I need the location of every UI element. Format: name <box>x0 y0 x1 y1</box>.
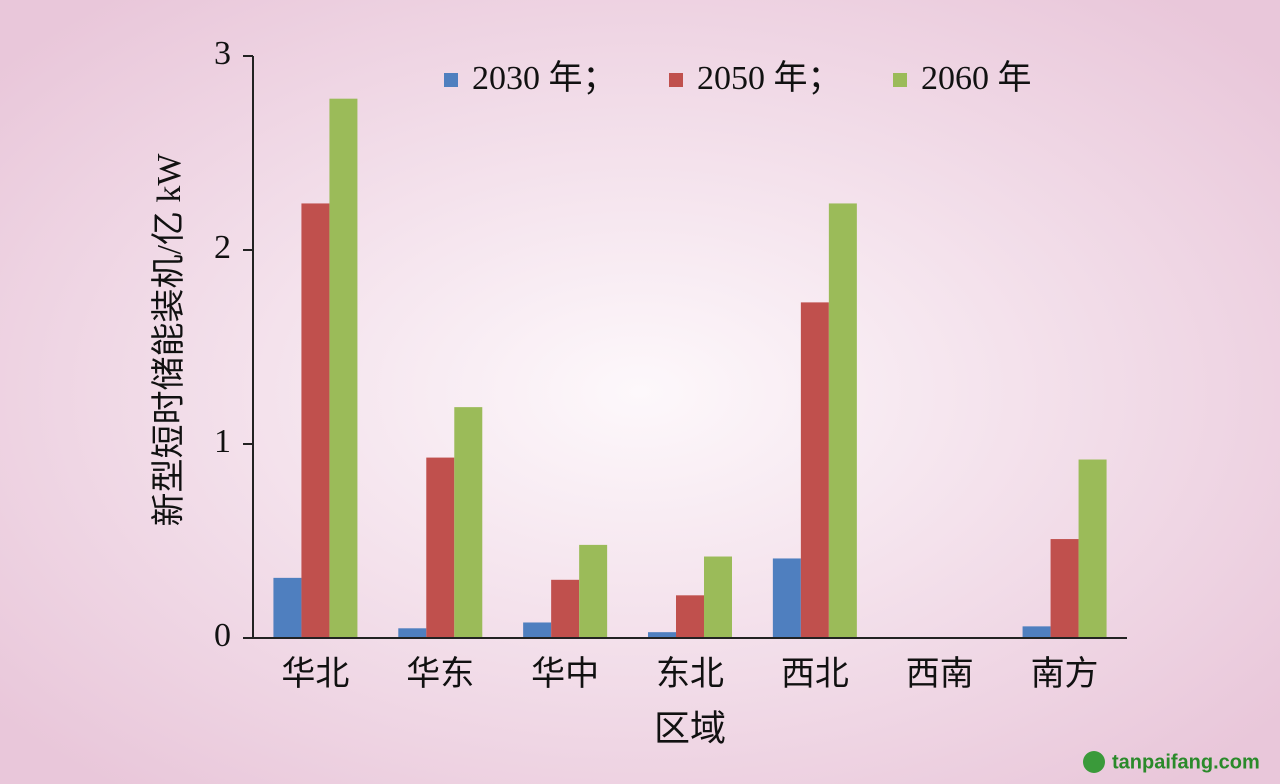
bar <box>800 302 829 638</box>
watermark: tanpaifang.com <box>1112 751 1260 773</box>
x-tick-label: 华中 <box>531 655 599 693</box>
bar <box>273 577 302 638</box>
bar <box>329 98 358 639</box>
bar <box>772 558 801 638</box>
bar <box>1078 459 1107 638</box>
x-tick-label: 华东 <box>406 655 474 693</box>
x-tick-label: 西北 <box>781 656 849 693</box>
legend-label: 2050 年； <box>697 59 842 97</box>
x-tick-label: 南方 <box>1031 655 1099 693</box>
bar <box>1050 539 1079 638</box>
bar <box>1022 626 1051 638</box>
bar <box>523 622 552 638</box>
x-tick-label: 西南 <box>906 655 974 693</box>
y-axis-label: 新型短时储能装机/亿 kW <box>150 153 188 527</box>
bar <box>551 579 580 638</box>
legend-label: 2060 年 <box>921 59 1032 97</box>
legend-swatch <box>444 73 458 87</box>
legend-swatch <box>669 73 683 87</box>
x-axis-label: 区域 <box>654 708 726 748</box>
x-tick-label: 东北 <box>656 655 724 693</box>
y-tick-label: 0 <box>214 617 231 654</box>
bar <box>426 457 455 638</box>
bar <box>648 632 676 638</box>
bar <box>454 407 483 638</box>
bar <box>579 544 608 638</box>
y-tick-label: 2 <box>214 229 231 266</box>
x-tick-label: 华北 <box>281 655 349 693</box>
bar <box>704 556 732 638</box>
y-tick-label: 1 <box>214 423 231 460</box>
y-tick-label: 3 <box>214 35 231 72</box>
bar <box>301 203 330 638</box>
legend-label: 2030 年； <box>472 59 617 97</box>
bar <box>398 628 427 638</box>
watermark-icon <box>1083 751 1105 773</box>
bar <box>676 595 704 638</box>
bar <box>828 203 857 638</box>
legend-swatch <box>893 73 907 87</box>
